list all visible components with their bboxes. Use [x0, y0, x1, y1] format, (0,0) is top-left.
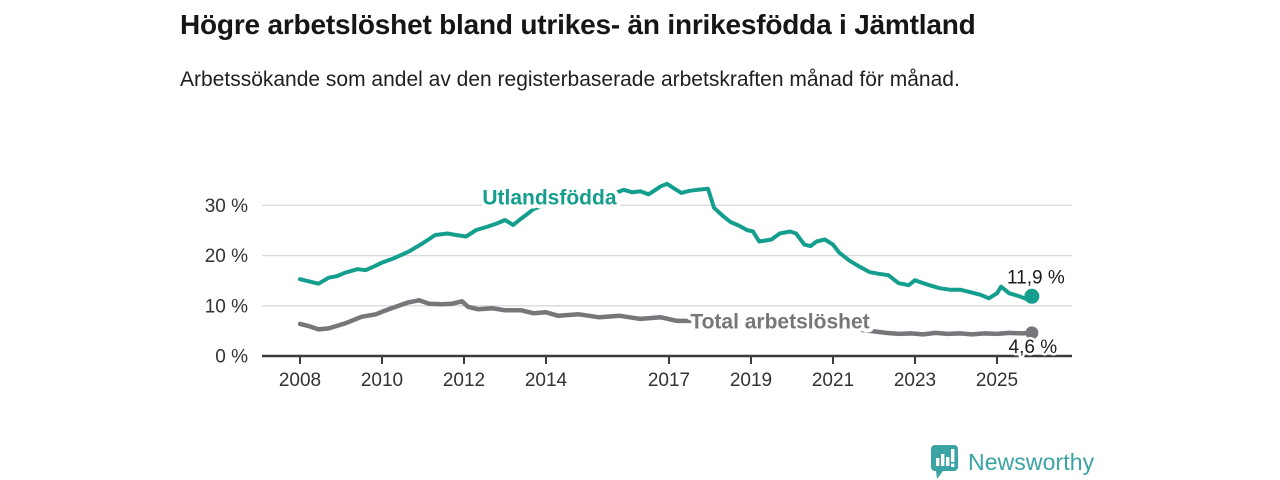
series-line-total	[297, 298, 1035, 337]
x-tick-label-2019: 2019	[730, 370, 772, 391]
series-label-total: Total arbetslöshet	[690, 310, 869, 333]
chart-subtitle: Arbetssökande som andel av den registerb…	[180, 67, 960, 91]
newsworthy-logo-link[interactable]: Newsworthy	[930, 444, 1094, 480]
y-tick-label-20: 20 %	[205, 246, 248, 267]
end-dot-utlandsfodda	[1024, 288, 1040, 304]
x-tick-label-2017: 2017	[648, 370, 690, 391]
chart-title: Högre arbetslöshet bland utrikes- än inr…	[180, 9, 976, 40]
series-line-utlandsfodda	[298, 181, 1034, 301]
x-tick-label-2010: 2010	[361, 370, 403, 391]
y-tick-label-0: 0 %	[215, 347, 248, 368]
end-value-label-total: 4,6 %	[1009, 337, 1058, 358]
end-value-label-utlandsfodda: 11,9 %	[1007, 267, 1065, 288]
y-tick-label-30: 30 %	[205, 196, 248, 217]
x-tick-label-2008: 2008	[279, 370, 321, 391]
chart-header: Högre arbetslöshet bland utrikes- än inr…	[180, 8, 1120, 93]
x-tick-label-2012: 2012	[443, 370, 485, 391]
x-tick-label-2023: 2023	[894, 370, 936, 391]
x-tick-label-2025: 2025	[976, 370, 1018, 391]
series-label-utlandsfodda: Utlandsfödda	[482, 186, 616, 209]
y-tick-label-10: 10 %	[205, 296, 248, 317]
newsworthy-logo-text: Newsworthy	[968, 448, 1095, 475]
bar-chart-speech-bubble-icon	[931, 445, 958, 479]
x-tick-label-2014: 2014	[525, 370, 568, 391]
x-tick-label-2021: 2021	[812, 370, 854, 391]
end-dot-total	[1025, 326, 1039, 340]
